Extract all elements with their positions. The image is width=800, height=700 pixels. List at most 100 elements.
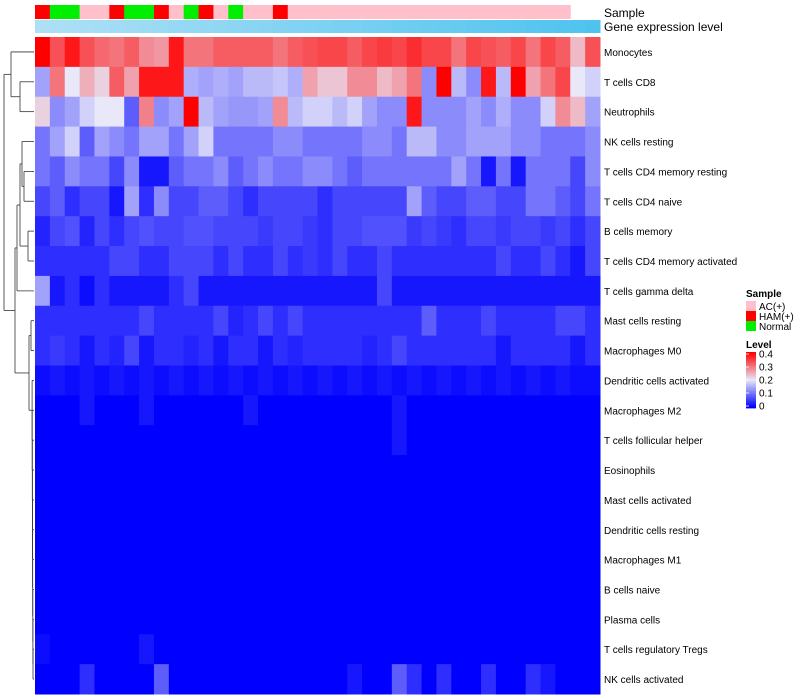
heatmap-cell bbox=[79, 305, 95, 337]
heatmap-cell bbox=[79, 484, 95, 516]
heatmap-cell bbox=[451, 395, 467, 426]
heatmap-cell bbox=[570, 275, 586, 307]
heatmap-cell bbox=[109, 186, 125, 217]
heatmap-cell bbox=[451, 156, 467, 187]
heatmap-cell bbox=[347, 305, 363, 337]
heatmap-cell bbox=[287, 186, 304, 217]
expression-annotation-cell bbox=[183, 20, 200, 33]
heatmap-cell bbox=[362, 395, 378, 426]
heatmap-cell bbox=[94, 66, 110, 98]
heatmap-cell bbox=[168, 96, 185, 128]
heatmap-cell bbox=[466, 484, 482, 516]
expression-annotation-cell bbox=[79, 20, 95, 33]
heatmap-cell bbox=[525, 335, 542, 366]
sample-annotation-cell bbox=[35, 5, 51, 19]
heatmap-cell bbox=[124, 425, 140, 456]
heatmap-cell bbox=[302, 634, 318, 665]
heatmap-cell bbox=[94, 96, 110, 128]
legend: Sample AC(+)HAM(+)Normal Level 0.4 0.3 0.2… bbox=[746, 289, 794, 413]
heatmap-cell bbox=[436, 604, 452, 635]
heatmap-cell bbox=[436, 96, 452, 128]
heatmap-cell bbox=[317, 574, 333, 605]
heatmap-cell bbox=[570, 664, 586, 695]
heatmap-cell bbox=[481, 634, 497, 665]
legend-colorbar-step bbox=[746, 357, 756, 360]
row-label: NK cells resting bbox=[604, 138, 673, 149]
legend-colorbar-step bbox=[746, 395, 756, 398]
heatmap-cell bbox=[555, 604, 571, 635]
heatmap-cell bbox=[391, 574, 408, 605]
heatmap-cell bbox=[540, 66, 556, 98]
heatmap-cell bbox=[376, 66, 393, 98]
heatmap-cell bbox=[258, 544, 274, 576]
heatmap-cell bbox=[436, 66, 452, 98]
heatmap-cell bbox=[64, 634, 81, 665]
heatmap-cell bbox=[64, 126, 81, 157]
heatmap-cell bbox=[49, 246, 66, 277]
heatmap-cell bbox=[287, 455, 304, 486]
heatmap-cell bbox=[243, 126, 259, 157]
heatmap-cell bbox=[213, 305, 229, 337]
legend-colorbar-step bbox=[746, 403, 756, 406]
heatmap-cell bbox=[94, 305, 110, 337]
heatmap-cell bbox=[436, 455, 452, 486]
heatmap-cell bbox=[287, 335, 304, 366]
legend-sample-entries: AC(+)HAM(+)Normal bbox=[746, 301, 794, 333]
legend-colorbar-step bbox=[746, 363, 756, 365]
heatmap-cell bbox=[79, 37, 95, 68]
heatmap-cell bbox=[436, 395, 452, 426]
heatmap-cell bbox=[287, 484, 304, 516]
heatmap-cell bbox=[540, 126, 556, 157]
sample-annotation-cell bbox=[466, 5, 482, 19]
heatmap-cell bbox=[109, 96, 125, 128]
expression-annotation-cell bbox=[109, 20, 125, 33]
heatmap-cell bbox=[332, 484, 348, 516]
heatmap-cell bbox=[302, 425, 318, 456]
heatmap-cell bbox=[436, 664, 452, 695]
heatmap-cell bbox=[258, 514, 274, 546]
sample-annotation-cell bbox=[317, 5, 333, 19]
heatmap-cell bbox=[495, 96, 512, 128]
heatmap-cell bbox=[391, 37, 408, 68]
heatmap-cell bbox=[481, 514, 497, 546]
heatmap-cell bbox=[406, 664, 423, 695]
heatmap-cell bbox=[555, 664, 571, 695]
heatmap-cell bbox=[466, 604, 482, 635]
expression-annotation-bar bbox=[35, 20, 601, 33]
heatmap-cell bbox=[347, 634, 363, 665]
heatmap-cell bbox=[406, 425, 423, 456]
heatmap-cell bbox=[258, 664, 274, 695]
heatmap-cell bbox=[495, 126, 512, 157]
heatmap-cell bbox=[436, 365, 452, 396]
expression-annotation-cell bbox=[228, 20, 244, 33]
heatmap-cell bbox=[183, 484, 200, 516]
heatmap-cell bbox=[540, 455, 556, 486]
heatmap-cell bbox=[525, 455, 542, 486]
heatmap-cell bbox=[213, 126, 229, 157]
heatmap-cell bbox=[35, 156, 51, 187]
heatmap-cell bbox=[168, 246, 185, 277]
heatmap-cell bbox=[421, 395, 437, 426]
heatmap-cell bbox=[466, 37, 482, 68]
row-label: Dendritic cells activated bbox=[604, 376, 709, 387]
heatmap-cell bbox=[347, 246, 363, 277]
heatmap-cell bbox=[35, 216, 51, 247]
heatmap-cell bbox=[258, 365, 274, 396]
heatmap-cell bbox=[109, 634, 125, 665]
heatmap-cell bbox=[317, 604, 333, 635]
heatmap-cell bbox=[570, 156, 586, 187]
heatmap-cell bbox=[510, 634, 527, 665]
heatmap-cell bbox=[49, 514, 66, 546]
heatmap-cell bbox=[347, 335, 363, 366]
heatmap-cell bbox=[198, 455, 214, 486]
heatmap-cell bbox=[49, 365, 66, 396]
heatmap-cell bbox=[272, 126, 289, 157]
heatmap-cell bbox=[362, 425, 378, 456]
heatmap-cell bbox=[525, 365, 542, 396]
heatmap-cell bbox=[317, 96, 333, 128]
heatmap-cell bbox=[243, 514, 259, 546]
heatmap-cell bbox=[362, 544, 378, 576]
heatmap-cell bbox=[228, 574, 244, 605]
expression-annotation-cell bbox=[451, 20, 467, 33]
